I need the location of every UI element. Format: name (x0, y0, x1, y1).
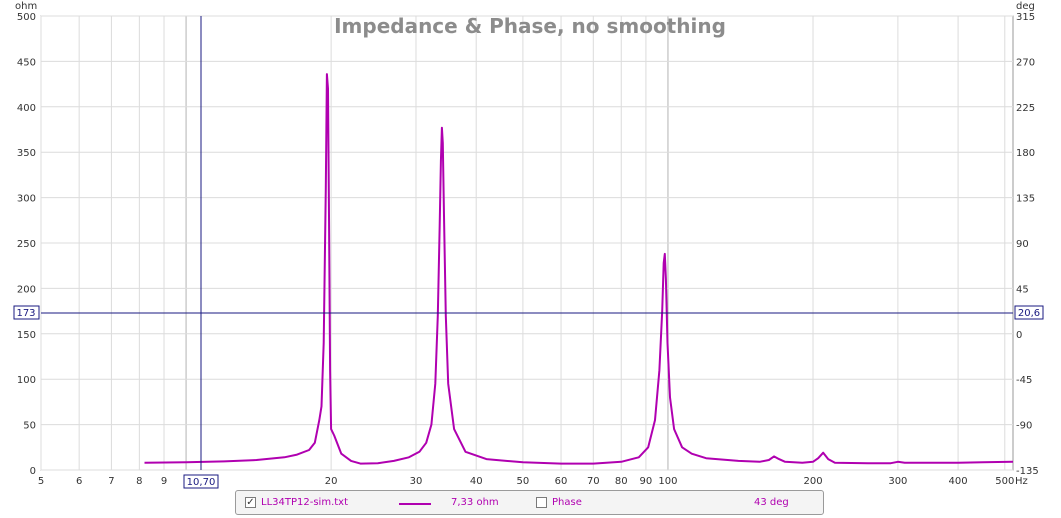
y-right-tick-labels: -135 -90 -45 0 45 90 135 180 225 270 315 (1016, 12, 1039, 477)
legend-panel: ✓ LL34TP12-sim.txt 7,33 ohm Phase 43 deg (235, 490, 824, 515)
x-tick-label: 7 (108, 476, 114, 487)
y-left-tick-label: 200 (17, 284, 36, 295)
y-left-tick-labels: 0 50 100 150 200 250 300 350 400 450 500 (17, 12, 36, 477)
phase-label: Phase (552, 497, 582, 508)
x-tick-label: 200 (803, 476, 822, 487)
cursor-y-right-readout: 20,6 (1014, 305, 1044, 320)
x-tick-label: 6 (76, 476, 82, 487)
y-left-tick-label: 350 (17, 148, 36, 159)
x-tick-label: 30 (410, 476, 423, 487)
y-right-tick-label: -45 (1016, 375, 1032, 386)
x-tick-label: 400 (949, 476, 968, 487)
y-right-tick-label: 270 (1016, 57, 1035, 68)
x-unit: Hz (1015, 476, 1028, 487)
cursor-x-value: 10,70 (187, 477, 216, 488)
y-right-tick-label: 45 (1016, 284, 1029, 295)
series-checkbox[interactable]: ✓ (245, 497, 256, 508)
x-tick-label: 5 (38, 476, 44, 487)
y-right-tick-label: 315 (1016, 12, 1035, 23)
y-right-tick-label: -90 (1016, 421, 1032, 432)
x-tick-label: 100 (658, 476, 677, 487)
x-tick-label: 80 (615, 476, 628, 487)
x-tick-label: 20 (325, 476, 338, 487)
cursor-y-left-readout: 173 (13, 305, 40, 320)
y-left-tick-label: 400 (17, 103, 36, 114)
x-tick-label: 50 (517, 476, 530, 487)
y-left-tick-label: 0 (30, 466, 36, 477)
y-left-tick-label: 150 (17, 330, 36, 341)
x-tick-label: 500 (995, 476, 1014, 487)
y-right-tick-label: 225 (1016, 103, 1035, 114)
y-right-tick-label: 135 (1016, 194, 1035, 205)
impedance-phase-chart: 5 6 7 8 9 20 30 40 50 60 70 80 90 100 200 300 400 500 050… (13, 1, 1044, 489)
y-left-tick-label: 250 (17, 239, 36, 250)
x-tick-label: 60 (555, 476, 568, 487)
x-tick-labels: 5 6 7 8 9 20 30 40 50 60 70 80 90 100 200 300 400 500 (38, 476, 1015, 487)
y-left-tick-label: 100 (17, 375, 36, 386)
cursor-y-right-value: 20,6 (1018, 308, 1040, 319)
y-left-tick-label: 50 (23, 421, 36, 432)
y-right-tick-label: 180 (1016, 148, 1035, 159)
series-line-swatch (399, 503, 431, 505)
x-tick-label: 300 (888, 476, 907, 487)
x-tick-label: 70 (587, 476, 600, 487)
y-left-tick-label: 300 (17, 194, 36, 205)
series-name: LL34TP12-sim.txt (261, 497, 349, 508)
x-tick-label: 8 (136, 476, 142, 487)
phase-readout-value: 43 deg (754, 497, 789, 508)
x-tick-label: 40 (470, 476, 483, 487)
chart-title: Impedance & Phase, no smoothing (334, 14, 726, 38)
y-left-tick-label: 500 (17, 12, 36, 23)
cursor-x-readout: 10,70 (183, 474, 219, 489)
y-left-unit: ohm (15, 1, 37, 12)
y-right-tick-label: 0 (1016, 330, 1022, 341)
x-tick-label: 90 (640, 476, 653, 487)
y-right-tick-label: 90 (1016, 239, 1029, 250)
cursor-y-left-value: 173 (16, 308, 35, 319)
y-right-tick-label: -135 (1016, 466, 1039, 477)
phase-checkbox[interactable] (536, 497, 547, 508)
impedance-curve (144, 73, 1014, 465)
series-readout-value: 7,33 ohm (451, 497, 499, 508)
y-left-tick-label: 450 (17, 57, 36, 68)
x-tick-label: 9 (161, 476, 167, 487)
y-right-unit: deg (1016, 1, 1035, 12)
